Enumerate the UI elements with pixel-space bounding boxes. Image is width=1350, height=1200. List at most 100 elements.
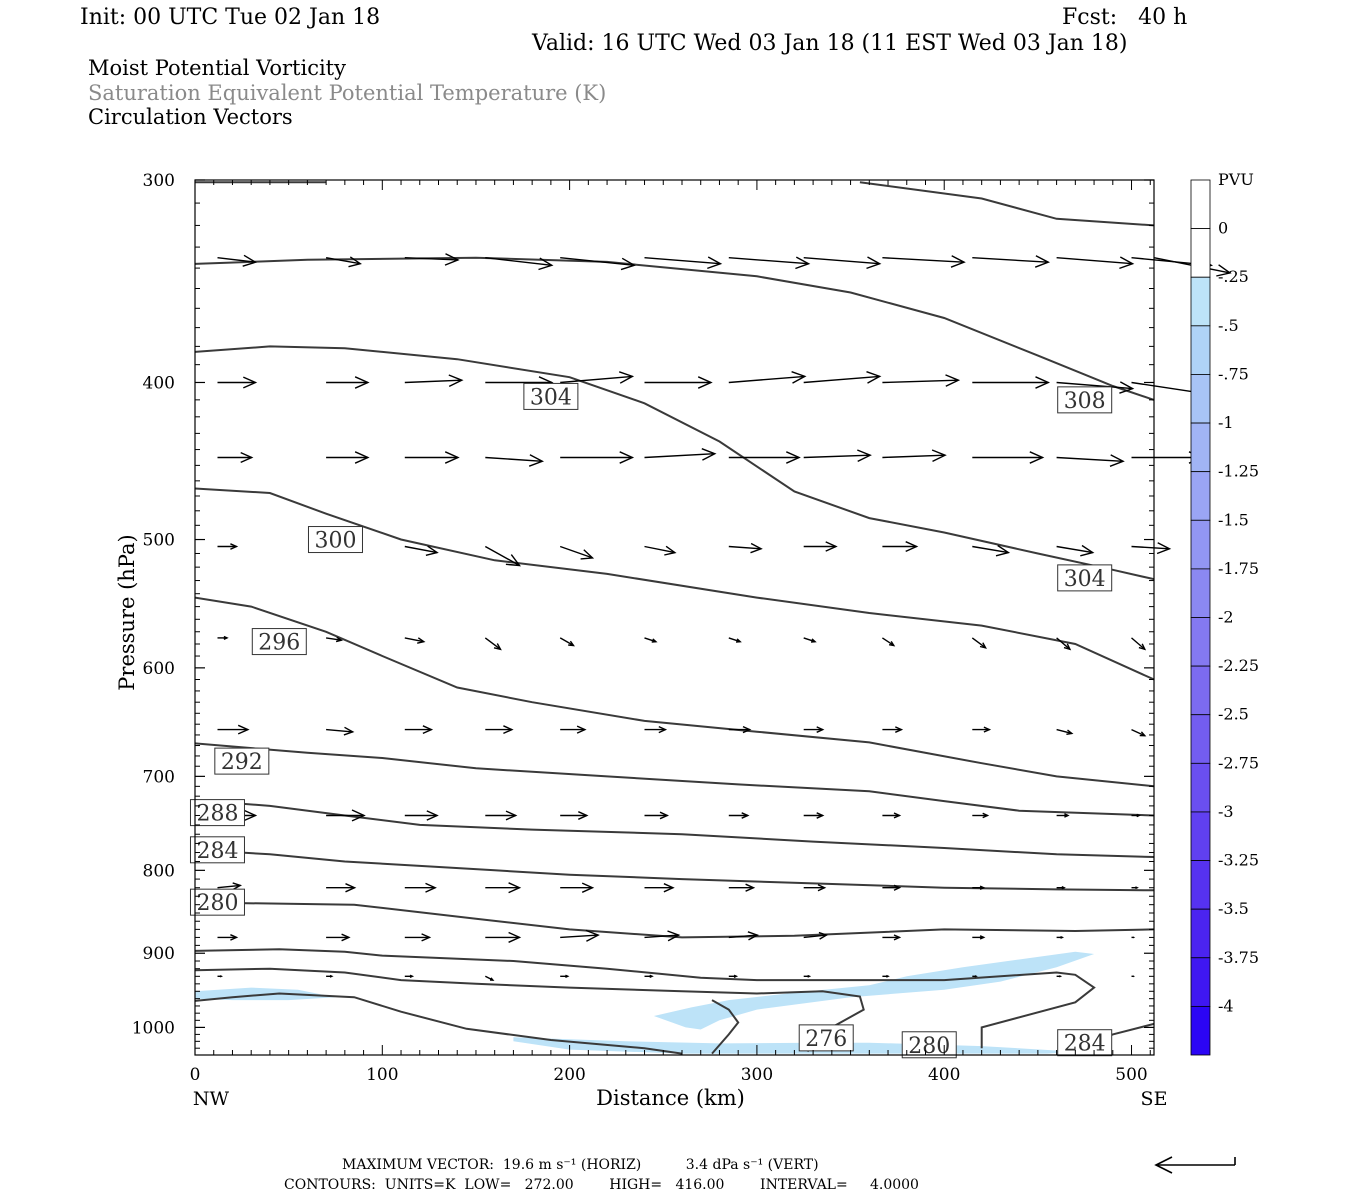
circulation-vector <box>882 884 902 891</box>
circulation-vector <box>485 931 522 943</box>
contour-label-box <box>189 888 245 916</box>
circulation-vector <box>644 448 717 461</box>
vector-head <box>230 543 239 550</box>
vector-head <box>857 449 872 463</box>
circulation-vector <box>972 812 990 819</box>
circulation-vector <box>1056 381 1135 394</box>
vector-head <box>974 975 978 978</box>
colorbar-label: -1 <box>1218 413 1234 432</box>
vector-shaft <box>728 934 758 939</box>
vector-head <box>1132 936 1136 939</box>
vector-head <box>950 255 966 268</box>
circulation-vector <box>972 975 978 978</box>
vector-head <box>750 542 763 554</box>
vector-shaft <box>1056 545 1093 554</box>
circulation-vector <box>728 812 750 819</box>
circulation-vector <box>404 545 439 556</box>
vector-head <box>1080 544 1095 557</box>
vector-head <box>538 257 554 271</box>
vector-head <box>663 883 675 893</box>
vector-shaft <box>644 934 679 939</box>
vector-head <box>1058 975 1063 978</box>
colorbar-label: -3 <box>1218 802 1234 821</box>
contour-line <box>195 902 1154 939</box>
circulation-vector <box>728 974 739 979</box>
vector-shaft <box>728 637 741 643</box>
circulation-vector <box>404 451 460 464</box>
colorbar-unit: PVU <box>1218 170 1254 189</box>
vector-head <box>866 371 882 384</box>
y-axis-label: Pressure (hPa) <box>115 534 139 690</box>
colorbar-segment <box>1190 568 1211 618</box>
vector-shaft <box>1131 637 1146 650</box>
colorbar-label: -1.75 <box>1218 559 1259 578</box>
vector-shaft <box>1056 728 1072 735</box>
vector-head <box>658 725 668 734</box>
forecast-hour: Fcst: 40 h <box>1062 5 1188 30</box>
colorbar-label: -.75 <box>1218 364 1249 383</box>
vector-shaft <box>484 545 520 567</box>
vector-head <box>503 725 514 735</box>
y-tick-label: 500 <box>143 531 175 551</box>
circulation-vector <box>404 933 432 942</box>
vector-head <box>565 974 570 979</box>
vector-shaft <box>803 454 871 459</box>
vector-head <box>979 935 986 940</box>
colorbar-segment <box>1190 471 1211 521</box>
vector-shaft <box>404 379 462 384</box>
circulation-vector <box>728 931 760 941</box>
vector-head <box>745 883 756 892</box>
vector-shaft <box>971 637 987 649</box>
circulation-vector <box>882 974 890 978</box>
circulation-vector <box>728 725 752 734</box>
vector-head <box>1064 813 1070 818</box>
circulation-vector <box>644 811 670 820</box>
vector-shaft <box>803 375 880 384</box>
vector-head <box>982 812 990 819</box>
circulation-vector <box>1131 728 1147 737</box>
vector-head <box>343 726 355 736</box>
circulation-vector <box>404 810 439 821</box>
colorbar-label: -1.5 <box>1218 510 1249 529</box>
contour-label-box <box>901 1031 957 1059</box>
contour-label-box <box>798 1024 854 1052</box>
circulation-vector <box>882 255 966 268</box>
circulation-vector <box>484 545 522 567</box>
vector-head <box>1138 643 1147 651</box>
circulation-vector <box>1131 637 1147 651</box>
contour-line <box>195 992 683 1055</box>
vector-head <box>1034 255 1051 268</box>
vector-head <box>893 884 902 891</box>
circulation-vector <box>882 541 919 553</box>
vector-head <box>664 545 677 556</box>
vector-head <box>444 253 460 266</box>
vector-head <box>1066 729 1074 735</box>
vector-head <box>1139 731 1147 737</box>
contour-line <box>195 948 1096 1049</box>
vector-head <box>354 451 370 464</box>
circulation-vector <box>882 637 896 647</box>
circulation-vector <box>1056 885 1066 890</box>
vector-head <box>578 811 589 820</box>
vector-head <box>508 882 522 894</box>
y-tick-label: 300 <box>143 171 175 191</box>
contour-line <box>195 596 1154 788</box>
contour-label-box <box>523 382 579 410</box>
colorbar-segment <box>1190 276 1211 327</box>
vector-shaft <box>803 257 880 265</box>
vector-shaft <box>1131 545 1170 550</box>
vector-head <box>807 974 812 978</box>
circulation-vector <box>560 929 600 942</box>
vector-head <box>230 934 239 941</box>
circulation-vector <box>217 934 239 941</box>
circulation-vector <box>1056 637 1072 651</box>
circulation-vector <box>803 884 827 892</box>
vector-head <box>493 643 502 651</box>
x-end-label-nw: NW <box>193 1088 230 1110</box>
vector-shaft <box>1056 637 1071 650</box>
vector-shaft <box>560 934 599 939</box>
circulation-vector <box>1056 813 1070 818</box>
contour-label: 276 <box>805 1027 847 1052</box>
vector-head <box>791 371 807 384</box>
vector-head <box>651 638 658 643</box>
